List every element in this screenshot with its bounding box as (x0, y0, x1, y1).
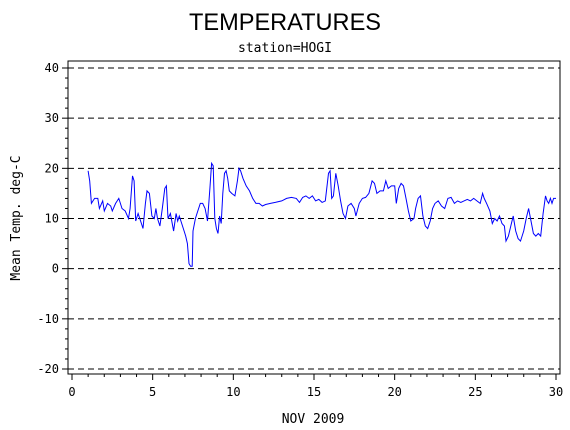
grid-lines (68, 67, 560, 370)
tick-labels: -20 -10 0 10 20 30 40 0 5 10 15 20 25 30 (37, 61, 563, 399)
y-tick-label: 0 (52, 262, 59, 276)
axis-ticks (62, 67, 557, 380)
y-tick-label: 30 (45, 111, 59, 125)
y-tick-label: -10 (37, 312, 59, 326)
chart-title: TEMPERATURES (189, 9, 381, 36)
plot-frame (67, 60, 561, 375)
y-axis-label: Mean Temp. deg-C (9, 155, 24, 280)
x-axis-label: NOV 2009 (282, 412, 345, 427)
y-tick-label: -20 (37, 362, 59, 376)
series-line (87, 161, 556, 267)
x-tick-label: 15 (307, 385, 321, 399)
y-tick-label: 10 (45, 212, 59, 226)
x-tick-label: 20 (387, 385, 401, 399)
x-tick-label: 10 (226, 385, 240, 399)
x-tick-label: 30 (549, 385, 563, 399)
x-tick-label: 25 (468, 385, 482, 399)
x-tick-label: 5 (149, 385, 156, 399)
chart-subtitle: station=HOGI (238, 41, 332, 56)
x-tick-label: 0 (68, 385, 75, 399)
y-tick-label: 40 (45, 61, 59, 75)
y-tick-label: 20 (45, 161, 59, 175)
